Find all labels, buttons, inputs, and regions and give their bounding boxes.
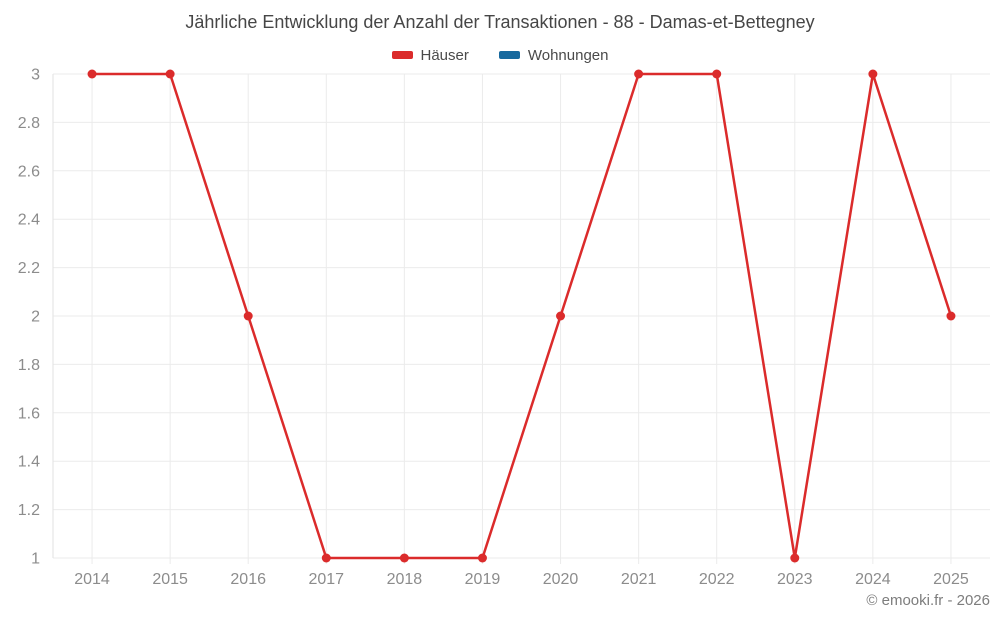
legend-item-h-user[interactable]: Häuser xyxy=(391,46,469,64)
y-tick-label: 1.4 xyxy=(18,454,40,471)
x-tick-label: 2025 xyxy=(933,571,969,588)
data-point-h-user-2018[interactable] xyxy=(399,553,409,563)
x-tick-label: 2015 xyxy=(152,571,188,588)
x-tick-label: 2021 xyxy=(621,571,657,588)
series-line-h-user xyxy=(90,72,953,560)
x-tick-label: 2020 xyxy=(543,571,579,588)
legend-label: Häuser xyxy=(420,46,469,64)
y-tick-label: 1.8 xyxy=(18,357,40,374)
data-point-h-user-2016[interactable] xyxy=(243,311,253,321)
data-point-h-user-2020[interactable] xyxy=(556,311,566,321)
watermark: © emooki.fr - 2026 xyxy=(866,592,990,609)
y-tick-label: 2.6 xyxy=(18,163,40,180)
x-tick-label: 2014 xyxy=(74,571,110,588)
x-tick-label: 2019 xyxy=(465,571,501,588)
x-tick-label: 2023 xyxy=(777,571,813,588)
x-tick-label: 2016 xyxy=(230,571,266,588)
data-point-h-user-2015[interactable] xyxy=(165,69,175,79)
y-tick-label: 2.2 xyxy=(18,260,40,277)
x-tick-label: 2022 xyxy=(699,571,735,588)
data-point-h-user-2014[interactable] xyxy=(87,69,97,79)
data-point-h-user-2024[interactable] xyxy=(868,69,878,79)
line-chart[interactable]: 1 1.2 1.4 1.6 1.8 2 2.2 2.4 2.6 2.8 3 2014 2015 2016 2… xyxy=(0,60,1000,590)
y-tick-label: 2.8 xyxy=(18,115,40,132)
data-point-h-user-2022[interactable] xyxy=(712,69,722,79)
y-tick-label: 2.4 xyxy=(18,212,40,229)
y-tick-label: 3 xyxy=(31,67,40,84)
y-tick-label: 1.6 xyxy=(18,405,40,422)
legend-label: Wohnungen xyxy=(527,46,609,64)
x-tick-label: 2017 xyxy=(308,571,344,588)
legend-item-wohnungen[interactable]: Wohnungen xyxy=(498,46,609,64)
data-point-h-user-2019[interactable] xyxy=(477,553,487,563)
y-tick-label: 1.2 xyxy=(18,502,40,519)
y-tick-label: 1 xyxy=(31,551,40,568)
data-point-h-user-2025[interactable] xyxy=(946,311,956,321)
data-point-h-user-2017[interactable] xyxy=(321,553,331,563)
y-tick-label: 2 xyxy=(31,309,40,326)
data-point-h-user-2023[interactable] xyxy=(790,553,800,563)
x-tick-label: 2018 xyxy=(387,571,423,588)
x-tick-label: 2024 xyxy=(855,571,891,588)
legend: Häuser Wohnungen xyxy=(0,45,1000,65)
chart-title: Jährliche Entwicklung der Anzahl der Tra… xyxy=(185,12,815,32)
legend-swatch-icon xyxy=(498,51,520,59)
legend-swatch-icon xyxy=(391,51,413,59)
data-point-h-user-2021[interactable] xyxy=(634,69,644,79)
